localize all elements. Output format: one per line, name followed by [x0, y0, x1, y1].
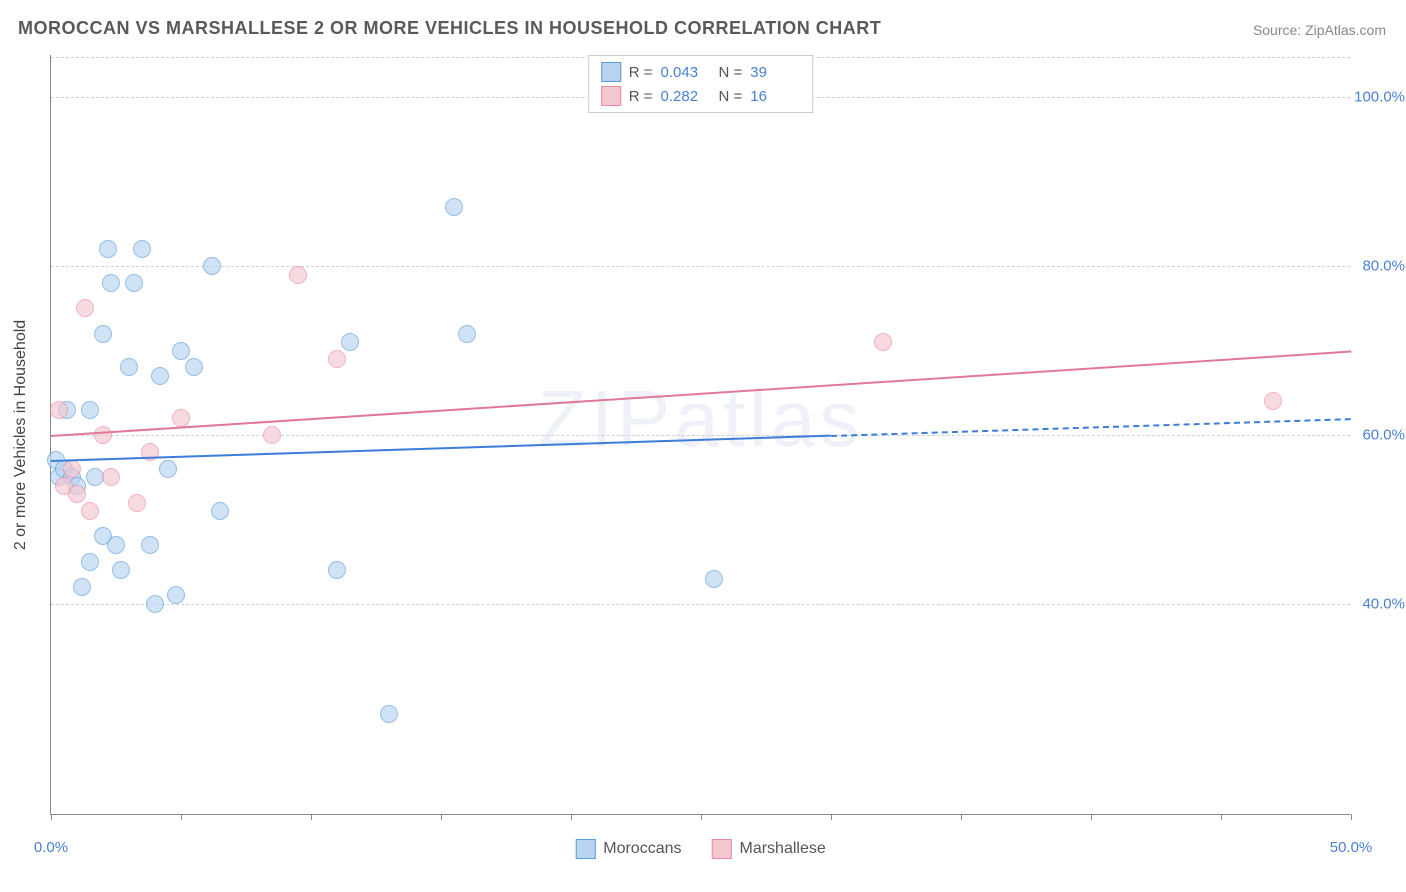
- y-axis-title: 2 or more Vehicles in Household: [12, 319, 30, 549]
- data-point: [203, 257, 221, 275]
- data-point: [68, 485, 86, 503]
- data-point: [63, 460, 81, 478]
- n-label: N =: [719, 88, 743, 105]
- x-tick-label: 0.0%: [34, 839, 68, 856]
- x-tick: [181, 814, 182, 820]
- source-attribution: Source: ZipAtlas.com: [1253, 22, 1386, 38]
- x-tick: [571, 814, 572, 820]
- scatter-plot: ZIPatlas 2 or more Vehicles in Household…: [50, 55, 1350, 815]
- data-point: [185, 358, 203, 376]
- data-point: [112, 561, 130, 579]
- n-value-moroccans: 39: [750, 64, 800, 81]
- trend-line: [51, 435, 831, 462]
- gridline: [51, 435, 1350, 436]
- data-point: [211, 502, 229, 520]
- data-point: [102, 468, 120, 486]
- data-point: [50, 401, 68, 419]
- data-point: [107, 536, 125, 554]
- r-value-moroccans: 0.043: [661, 64, 711, 81]
- r-value-marshallese: 0.282: [661, 88, 711, 105]
- x-tick: [1091, 814, 1092, 820]
- data-point: [99, 240, 117, 258]
- data-point: [141, 536, 159, 554]
- y-tick-label: 80.0%: [1362, 258, 1405, 275]
- legend-row-marshallese: R = 0.282 N = 16: [601, 84, 801, 108]
- legend-label-moroccans: Moroccans: [603, 840, 681, 858]
- data-point: [1264, 392, 1282, 410]
- data-point: [172, 342, 190, 360]
- r-label: R =: [629, 88, 653, 105]
- x-tick: [51, 814, 52, 820]
- legend-item-moroccans: Moroccans: [575, 839, 681, 859]
- data-point: [120, 358, 138, 376]
- source-label: Source:: [1253, 22, 1301, 38]
- r-label: R =: [629, 64, 653, 81]
- x-tick: [311, 814, 312, 820]
- y-tick-label: 100.0%: [1354, 89, 1405, 106]
- swatch-moroccans: [601, 62, 621, 82]
- swatch-marshallese: [711, 839, 731, 859]
- y-tick-label: 60.0%: [1362, 427, 1405, 444]
- x-tick: [441, 814, 442, 820]
- x-tick: [1351, 814, 1352, 820]
- data-point: [458, 325, 476, 343]
- data-point: [81, 401, 99, 419]
- data-point: [328, 561, 346, 579]
- gridline: [51, 266, 1350, 267]
- x-tick: [831, 814, 832, 820]
- data-point: [81, 502, 99, 520]
- source-value: ZipAtlas.com: [1305, 22, 1386, 38]
- data-point: [128, 494, 146, 512]
- x-tick: [1221, 814, 1222, 820]
- data-point: [159, 460, 177, 478]
- n-label: N =: [719, 64, 743, 81]
- data-point: [341, 333, 359, 351]
- legend-item-marshallese: Marshallese: [711, 839, 825, 859]
- data-point: [874, 333, 892, 351]
- data-point: [94, 426, 112, 444]
- data-point: [705, 570, 723, 588]
- chart-title: MOROCCAN VS MARSHALLESE 2 OR MORE VEHICL…: [18, 18, 881, 39]
- data-point: [102, 274, 120, 292]
- data-point: [81, 553, 99, 571]
- correlation-legend: R = 0.043 N = 39 R = 0.282 N = 16: [588, 55, 814, 113]
- data-point: [289, 266, 307, 284]
- y-tick-label: 40.0%: [1362, 595, 1405, 612]
- series-legend: Moroccans Marshallese: [575, 839, 826, 859]
- data-point: [151, 367, 169, 385]
- data-point: [76, 299, 94, 317]
- x-tick: [701, 814, 702, 820]
- swatch-moroccans: [575, 839, 595, 859]
- data-point: [73, 578, 91, 596]
- plot-wrap: ZIPatlas 2 or more Vehicles in Household…: [50, 55, 1350, 815]
- gridline: [51, 604, 1350, 605]
- data-point: [445, 198, 463, 216]
- data-point: [172, 409, 190, 427]
- legend-row-moroccans: R = 0.043 N = 39: [601, 60, 801, 84]
- data-point: [263, 426, 281, 444]
- legend-label-marshallese: Marshallese: [739, 840, 825, 858]
- x-tick: [961, 814, 962, 820]
- x-tick-label: 50.0%: [1330, 839, 1373, 856]
- data-point: [125, 274, 143, 292]
- data-point: [146, 595, 164, 613]
- data-point: [167, 586, 185, 604]
- data-point: [94, 325, 112, 343]
- n-value-marshallese: 16: [750, 88, 800, 105]
- swatch-marshallese: [601, 86, 621, 106]
- data-point: [133, 240, 151, 258]
- data-point: [328, 350, 346, 368]
- data-point: [380, 705, 398, 723]
